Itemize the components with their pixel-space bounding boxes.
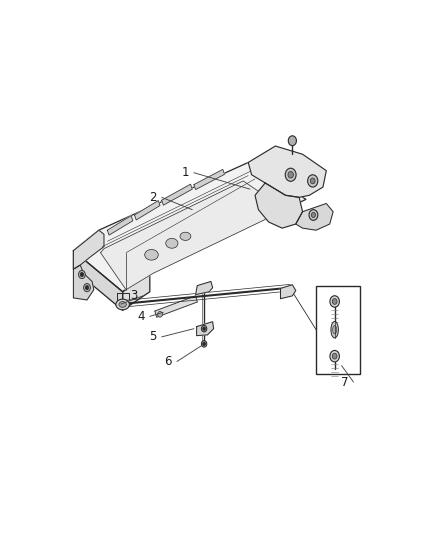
Ellipse shape bbox=[119, 302, 127, 308]
Circle shape bbox=[285, 168, 296, 181]
Circle shape bbox=[158, 311, 162, 317]
Polygon shape bbox=[107, 216, 133, 235]
Polygon shape bbox=[74, 265, 94, 300]
Polygon shape bbox=[280, 285, 296, 298]
Circle shape bbox=[203, 327, 205, 330]
Ellipse shape bbox=[180, 232, 191, 240]
Circle shape bbox=[84, 284, 90, 292]
Circle shape bbox=[311, 178, 315, 184]
Circle shape bbox=[288, 172, 293, 178]
Circle shape bbox=[311, 213, 315, 217]
Polygon shape bbox=[194, 169, 224, 190]
Polygon shape bbox=[296, 204, 333, 230]
Polygon shape bbox=[197, 322, 214, 336]
Text: 1: 1 bbox=[181, 166, 189, 179]
Text: 4: 4 bbox=[137, 310, 145, 323]
Polygon shape bbox=[196, 281, 212, 295]
Text: 6: 6 bbox=[164, 355, 172, 368]
Circle shape bbox=[201, 341, 207, 347]
Text: 3: 3 bbox=[131, 289, 138, 302]
Ellipse shape bbox=[145, 249, 158, 260]
Circle shape bbox=[309, 209, 318, 220]
Text: 2: 2 bbox=[149, 191, 156, 204]
Polygon shape bbox=[255, 183, 303, 228]
Ellipse shape bbox=[331, 321, 339, 338]
Circle shape bbox=[201, 325, 207, 332]
Polygon shape bbox=[74, 163, 306, 292]
Ellipse shape bbox=[166, 238, 178, 248]
Circle shape bbox=[330, 296, 339, 307]
Polygon shape bbox=[155, 296, 197, 317]
Circle shape bbox=[332, 298, 337, 304]
Polygon shape bbox=[74, 230, 104, 269]
Polygon shape bbox=[123, 273, 150, 310]
Text: 5: 5 bbox=[149, 330, 156, 343]
Ellipse shape bbox=[116, 299, 130, 310]
Polygon shape bbox=[101, 181, 286, 290]
Bar bbox=[316, 286, 360, 374]
Circle shape bbox=[307, 175, 318, 187]
Ellipse shape bbox=[332, 326, 337, 334]
Polygon shape bbox=[134, 200, 160, 220]
Polygon shape bbox=[248, 146, 326, 197]
Circle shape bbox=[330, 350, 339, 362]
Circle shape bbox=[332, 353, 337, 359]
Circle shape bbox=[288, 136, 297, 146]
Text: 7: 7 bbox=[341, 376, 348, 389]
Polygon shape bbox=[74, 251, 123, 310]
Circle shape bbox=[85, 286, 88, 290]
Polygon shape bbox=[162, 184, 192, 205]
Circle shape bbox=[78, 270, 85, 279]
Circle shape bbox=[203, 342, 205, 345]
Circle shape bbox=[80, 272, 84, 277]
